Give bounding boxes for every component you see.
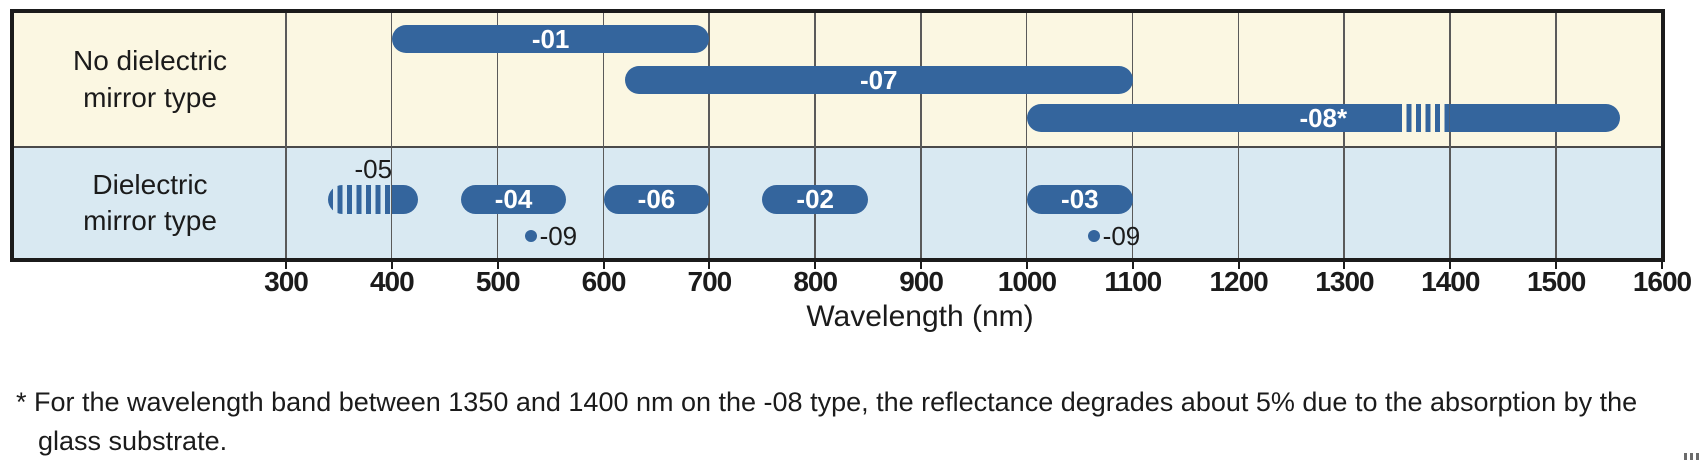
tick-label-600: 600 xyxy=(581,266,627,297)
point-dot xyxy=(524,230,537,242)
bar--08-segment-solid xyxy=(1450,104,1620,132)
bar-label--05: -05 xyxy=(354,154,393,184)
row-divider xyxy=(14,146,1661,148)
bar--08-segment-solid xyxy=(1026,104,1398,132)
cutoff-artifact xyxy=(1684,453,1700,460)
bar--06-segment-solid xyxy=(603,185,710,214)
grid-line-1500 xyxy=(1555,13,1557,258)
row-label-dielectric: Dielectric mirror type xyxy=(83,168,217,236)
bar-label--01: -01 xyxy=(531,25,570,53)
tick-mark-1300 xyxy=(1343,262,1346,269)
tick-mark-300 xyxy=(285,262,287,269)
tick-label-1000: 1000 xyxy=(997,266,1057,297)
grid-line-700 xyxy=(708,13,710,258)
tick-mark-1100 xyxy=(1131,262,1134,269)
tick-label-1100: 1100 xyxy=(1104,266,1162,297)
bar-label--07: -07 xyxy=(859,66,898,94)
bar--04-segment-solid xyxy=(460,185,567,214)
grid-line-300 xyxy=(285,13,287,258)
bar--03: -03 xyxy=(1026,185,1133,214)
tick-mark-600 xyxy=(602,262,605,269)
bar--05-segment-solid xyxy=(391,185,419,214)
tick-mark-1000 xyxy=(1025,262,1028,269)
bar-label--08: -08* xyxy=(1299,104,1348,132)
grid-line-800 xyxy=(814,13,816,258)
point--09-532: -09 xyxy=(524,220,578,251)
tick-label-300: 300 xyxy=(264,266,309,297)
point-dot xyxy=(1087,230,1100,242)
bar--05 xyxy=(328,185,419,214)
tick-label-1300: 1300 xyxy=(1315,266,1374,297)
bar--05-segment-dash xyxy=(328,185,392,214)
bar-label--06: -06 xyxy=(637,185,676,214)
tick-label-700: 700 xyxy=(687,266,733,297)
point-label: -09 xyxy=(1102,220,1141,251)
bar--07: -07 xyxy=(624,66,1133,94)
point--09-1064: -09 xyxy=(1087,220,1141,251)
grid-line-1200 xyxy=(1237,13,1240,258)
tick-label-1600: 1600 xyxy=(1632,266,1692,297)
wavelength-range-chart: No dielectric mirror type Dielectric mirr… xyxy=(10,9,1665,262)
tick-label-1500: 1500 xyxy=(1526,266,1586,297)
tick-mark-900 xyxy=(920,262,923,269)
tick-mark-1500 xyxy=(1555,262,1558,269)
bar--03-segment-solid xyxy=(1026,185,1133,214)
tick-label-800: 800 xyxy=(793,266,838,297)
bar--08-segment-dash xyxy=(1397,104,1451,132)
grid-line-400 xyxy=(390,13,393,258)
bar-label--02: -02 xyxy=(796,185,834,214)
tick-label-1400: 1400 xyxy=(1421,266,1480,297)
grid-line-600 xyxy=(602,13,605,258)
tick-mark-1200 xyxy=(1237,262,1240,269)
bar--06: -06 xyxy=(603,185,710,214)
grid-line-1400 xyxy=(1449,13,1451,258)
tick-label-1200: 1200 xyxy=(1209,266,1268,297)
tick-label-500: 500 xyxy=(475,266,521,297)
grid-line-1300 xyxy=(1343,13,1345,258)
bar--01-segment-solid xyxy=(391,25,710,53)
bar--04: -04 xyxy=(460,185,567,214)
point-label: -09 xyxy=(539,220,578,251)
tick-label-400: 400 xyxy=(369,266,415,297)
row-label-no-dielectric: No dielectric mirror type xyxy=(72,45,228,113)
tick-mark-500 xyxy=(496,262,499,269)
grid-line-900 xyxy=(920,13,922,258)
tick-label-900: 900 xyxy=(899,266,944,297)
footnote-text: * For the wavelength band between 1350 a… xyxy=(16,387,1638,457)
axis-title: Wavelength (nm) xyxy=(806,300,1034,333)
tick-mark-1400 xyxy=(1449,262,1452,269)
tick-mark-700 xyxy=(708,262,711,269)
grid-line-500 xyxy=(496,13,499,258)
bar-label--04: -04 xyxy=(494,185,533,214)
tick-mark-800 xyxy=(814,262,817,269)
bar--02: -02 xyxy=(762,185,869,214)
bar--02-segment-solid xyxy=(762,185,869,214)
tick-mark-1600 xyxy=(1661,262,1663,269)
grid-line-1100 xyxy=(1131,13,1134,258)
grid-line-1000 xyxy=(1025,13,1028,258)
bar-label--03: -03 xyxy=(1061,185,1099,214)
tick-mark-400 xyxy=(390,262,393,269)
bar--08: -08* xyxy=(1026,104,1620,132)
bar--01: -01 xyxy=(391,25,710,53)
bar--07-segment-solid xyxy=(624,66,1133,94)
